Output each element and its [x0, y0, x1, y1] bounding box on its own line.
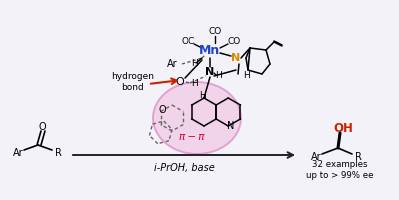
Text: N: N — [205, 67, 215, 77]
Text: O: O — [38, 122, 46, 132]
Text: π − π: π − π — [179, 132, 205, 142]
Ellipse shape — [153, 82, 241, 154]
Text: N: N — [227, 121, 234, 131]
Text: H: H — [243, 72, 249, 80]
Text: H: H — [215, 72, 222, 80]
Text: O: O — [176, 77, 184, 87]
Text: i-PrOH, base: i-PrOH, base — [154, 163, 214, 173]
Text: hydrogen
bond: hydrogen bond — [111, 72, 154, 92]
Text: Ar: Ar — [311, 152, 321, 162]
Text: H: H — [199, 90, 205, 99]
Text: H: H — [191, 79, 198, 88]
Text: H: H — [191, 60, 198, 68]
Text: 32 examples
up to > 99% ee: 32 examples up to > 99% ee — [306, 160, 374, 180]
Text: R: R — [355, 152, 361, 162]
Text: CO: CO — [208, 27, 221, 36]
Text: Ar: Ar — [167, 59, 177, 69]
Text: OH: OH — [333, 121, 353, 134]
Text: CO: CO — [227, 38, 241, 46]
Text: R: R — [55, 148, 61, 158]
Text: O: O — [158, 105, 166, 115]
Text: Ar: Ar — [13, 148, 23, 158]
Text: Mn: Mn — [200, 44, 221, 56]
Text: N: N — [231, 53, 241, 63]
Text: OC: OC — [182, 38, 195, 46]
